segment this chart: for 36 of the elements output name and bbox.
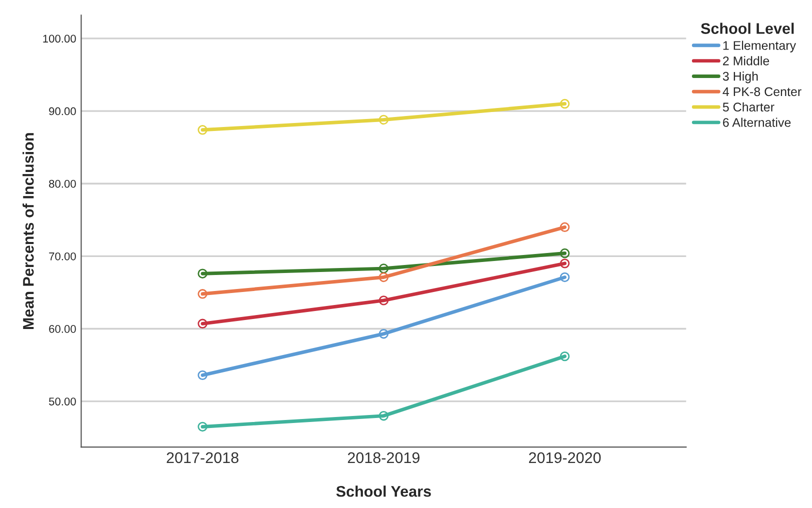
y-tick-label: 80.00	[49, 180, 76, 188]
point	[378, 272, 389, 282]
point	[198, 370, 208, 380]
y-tick-label: 90.00	[49, 107, 76, 116]
y-tick-label: 100.00	[43, 34, 76, 43]
legend-title: School Level	[700, 22, 794, 34]
legend-label: 1 Elementary	[723, 40, 796, 52]
point	[560, 351, 570, 362]
point	[198, 422, 208, 432]
point	[560, 98, 570, 109]
point	[378, 114, 389, 125]
point	[378, 264, 389, 274]
point	[560, 222, 570, 232]
legend-label: 2 Middle	[723, 56, 770, 66]
x-axis-title: School Years	[336, 486, 431, 497]
legend-label: 5 Charter	[722, 102, 774, 112]
y-axis-title: Mean Percents of Inclusion	[22, 133, 34, 330]
point	[560, 272, 570, 282]
y-tick-label: 70.00	[49, 252, 76, 260]
point	[198, 289, 208, 299]
point	[378, 328, 389, 339]
point	[378, 410, 389, 421]
point	[560, 258, 570, 268]
y-tick-label: 60.00	[49, 325, 76, 333]
legend-label: 6 Alternative	[723, 118, 791, 127]
point	[198, 125, 208, 135]
x-tick-label: 2017-2018	[166, 452, 238, 464]
x-tick-label: 2019-2020	[529, 452, 601, 464]
x-tick-label: 2018-2019	[348, 452, 420, 464]
legend-label: 4 PK-8 Center	[722, 87, 802, 96]
point	[560, 248, 570, 258]
y-tick-label: 50.00	[48, 398, 76, 406]
legend-label: 3 High	[722, 72, 758, 84]
point	[198, 318, 208, 329]
point	[198, 268, 208, 278]
point	[378, 296, 389, 306]
